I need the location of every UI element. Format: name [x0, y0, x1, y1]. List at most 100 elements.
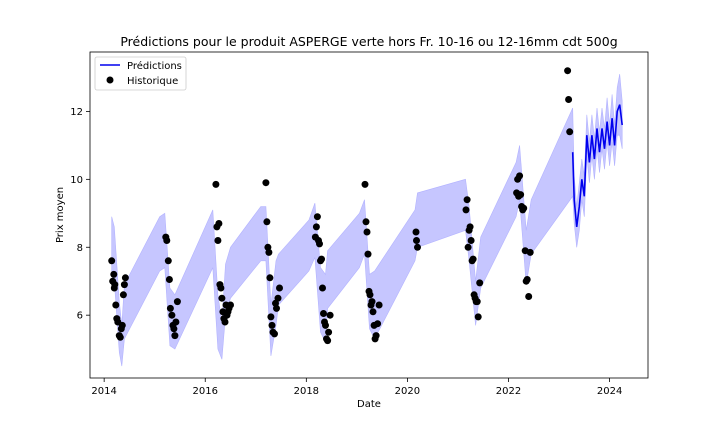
history-point: [326, 311, 334, 319]
history-point: [466, 223, 474, 231]
x-tick-label: 2014: [91, 386, 116, 397]
history-point: [473, 298, 481, 306]
history-point: [110, 270, 118, 278]
history-point: [564, 67, 572, 75]
y-tick-label: 6: [77, 311, 83, 322]
history-point: [363, 228, 371, 236]
legend-label-predictions: Prédictions: [127, 60, 182, 72]
history-point: [273, 304, 280, 312]
history-point: [173, 298, 181, 306]
history-point: [112, 301, 120, 309]
history-point: [119, 291, 127, 299]
history-point: [412, 228, 420, 236]
history-point: [324, 337, 332, 345]
legend-label-history: Historique: [127, 76, 178, 87]
history-point: [565, 96, 573, 103]
prediction-series-line: [571, 104, 623, 228]
history-points-layer: [108, 67, 574, 345]
history-point: [566, 128, 574, 136]
y-tick-label: 8: [77, 243, 83, 254]
history-point: [526, 248, 534, 256]
history-point: [267, 313, 275, 321]
history-point: [516, 172, 524, 180]
plot-frame: [89, 51, 649, 379]
history-point: [462, 206, 470, 214]
history-point: [271, 330, 278, 338]
x-tick-label: 2018: [294, 386, 319, 397]
y-axis: 6 8 10 12: [70, 107, 90, 322]
history-point: [463, 196, 471, 204]
history-point: [227, 301, 234, 309]
x-tick-label: 2020: [395, 386, 420, 397]
history-point: [108, 257, 116, 265]
y-axis-label: Prix moyen: [55, 187, 66, 243]
x-axis-label: Date: [357, 399, 381, 410]
history-point: [322, 321, 329, 329]
history-point: [413, 237, 420, 244]
x-axis: 2014 2016 2018 2020 2022 2024: [91, 378, 622, 397]
history-point: [166, 304, 174, 312]
history-point: [375, 301, 383, 309]
history-point: [523, 276, 531, 283]
history-point: [111, 281, 119, 289]
history-point: [517, 191, 525, 199]
history-point: [474, 313, 482, 321]
history-point: [464, 243, 472, 251]
history-point: [369, 308, 377, 316]
history-point: [116, 333, 124, 341]
history-point: [366, 291, 374, 299]
history-point: [172, 318, 180, 326]
history-point: [262, 179, 270, 187]
history-point: [374, 320, 382, 328]
history-point: [170, 325, 178, 333]
history-point: [476, 279, 484, 287]
history-point: [320, 310, 327, 317]
history-point: [467, 237, 475, 244]
history-point: [120, 281, 128, 289]
history-point: [362, 218, 370, 226]
history-point: [217, 284, 225, 292]
history-point: [164, 257, 172, 265]
history-point: [414, 243, 421, 251]
history-point: [276, 284, 283, 292]
chart-title: Prédictions pour le produit ASPERGE vert…: [120, 34, 617, 49]
history-point: [168, 311, 176, 319]
history-point: [163, 237, 171, 244]
history-point: [274, 294, 282, 302]
prediction-band-layer: [111, 74, 623, 367]
history-point: [520, 204, 528, 212]
history-point: [121, 274, 129, 282]
history-point: [313, 213, 321, 221]
history-point: [221, 318, 229, 326]
history-point: [361, 180, 369, 188]
history-point: [318, 255, 325, 263]
history-point: [469, 255, 477, 263]
history-point: [364, 250, 372, 258]
history-point: [319, 284, 326, 292]
history-point: [316, 240, 323, 248]
y-tick-label: 10: [70, 175, 83, 186]
history-point: [312, 223, 320, 231]
history-point: [118, 321, 126, 329]
x-tick-label: 2022: [496, 386, 521, 397]
history-point: [212, 180, 220, 188]
history-point: [263, 218, 271, 226]
x-tick-label: 2024: [597, 386, 622, 397]
history-point: [214, 237, 222, 244]
x-tick-label: 2016: [193, 386, 218, 397]
history-point: [266, 274, 274, 282]
history-point: [171, 332, 179, 340]
prediction-interval-band: [111, 74, 623, 367]
history-point: [268, 321, 276, 329]
history-point: [325, 328, 333, 336]
history-point: [265, 248, 273, 256]
history-point: [215, 220, 223, 227]
history-point: [218, 294, 226, 302]
history-point: [525, 293, 533, 300]
history-point: [165, 276, 173, 283]
prediction-line-layer: [571, 104, 623, 228]
y-tick-label: 12: [70, 107, 83, 118]
legend-dot-swatch: [106, 76, 114, 84]
history-point: [372, 332, 380, 340]
